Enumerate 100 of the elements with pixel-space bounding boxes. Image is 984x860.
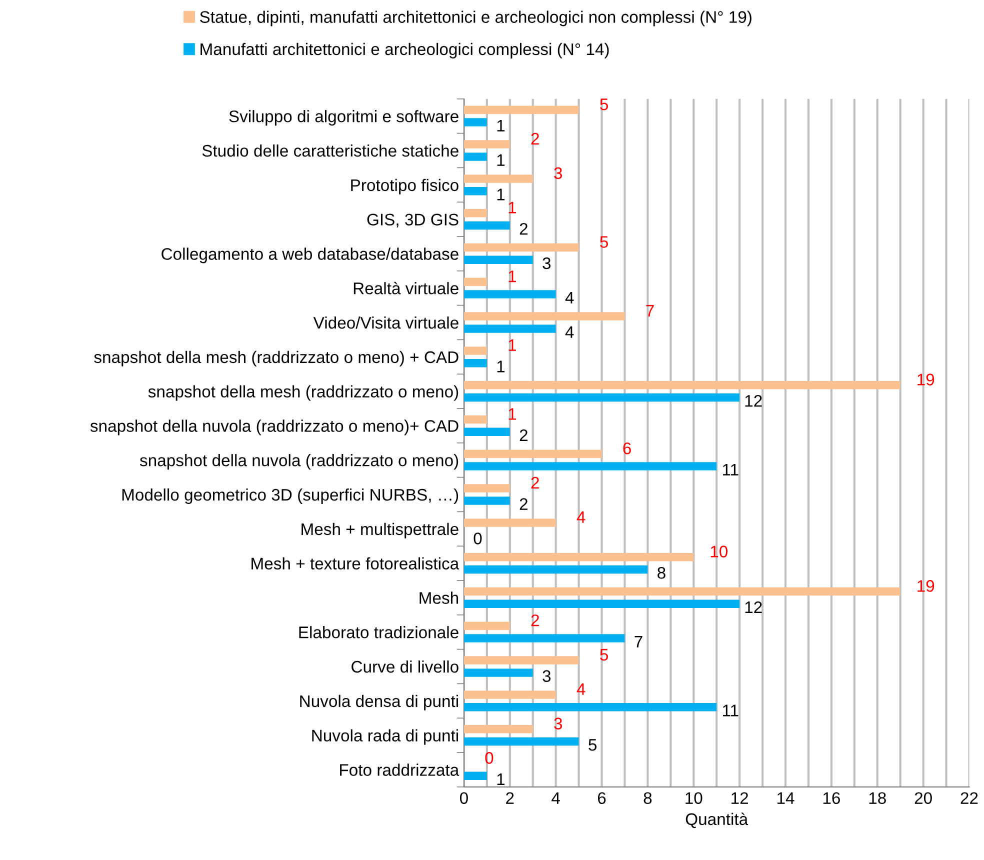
data-label: 4 [576, 511, 586, 523]
data-label: 3 [554, 718, 562, 730]
data-label: 7 [634, 636, 642, 648]
bar [464, 450, 602, 458]
x-tick-label: 4 [552, 792, 560, 804]
y-tick-label: Prototipo fisico [351, 178, 458, 194]
data-label: 5 [600, 649, 608, 661]
bar [464, 346, 487, 355]
y-tick-label: Mesh + multispettrale [302, 522, 458, 538]
bar [464, 634, 625, 642]
legend-label: Manufatti architettonici e archeologici complessi (N° 14) [200, 42, 609, 58]
data-label: 2 [520, 429, 528, 442]
bar [464, 358, 487, 368]
bar [464, 174, 533, 183]
y-tick-label: Mesh [420, 592, 458, 604]
data-label: 5 [600, 98, 608, 110]
data-label: 8 [658, 566, 666, 579]
data-label: 1 [497, 360, 505, 372]
x-tick-label: 18 [869, 792, 886, 804]
y-tick-label: Elaborato tradizionale [299, 626, 458, 638]
x-tick-label: 16 [823, 792, 840, 804]
y-tick-label: Realtà virtuale [354, 282, 458, 294]
bar [464, 140, 510, 148]
y-tick-label: Studio delle caratteristiche statiche [202, 144, 458, 157]
data-label: 1 [497, 774, 505, 786]
bar [464, 118, 487, 126]
y-tick-label: Curve di livello [352, 660, 458, 673]
x-tick-label: 8 [644, 792, 652, 804]
y-tick-label: Foto raddrizzata [340, 764, 460, 776]
data-label: 1 [508, 202, 516, 214]
data-label: 19 [918, 374, 934, 386]
y-tick-label: Collegamento a web database/database [162, 248, 458, 264]
bar [464, 256, 533, 264]
bar [464, 552, 694, 562]
data-label: 4 [576, 683, 586, 695]
y-tick-label: snapshot della mesh (raddrizzato o meno) [148, 385, 458, 401]
bar [464, 208, 487, 218]
data-label: 3 [542, 670, 551, 682]
y-tick-label: Sviluppo di algoritmi e software [229, 110, 458, 126]
data-label: 2 [520, 498, 528, 510]
y-tick-label: Modello geometrico 3D (superfici NURBS, …) [122, 488, 458, 504]
bar [464, 290, 556, 298]
y-tick-label: snapshot della nuvola (raddrizzato o meno) [140, 454, 458, 470]
data-label: 6 [623, 442, 631, 454]
bar [464, 380, 900, 390]
data-label: 5 [588, 739, 597, 751]
bar [464, 772, 487, 780]
bar [464, 428, 510, 436]
data-label: 3 [554, 167, 562, 180]
data-label: 12 [745, 394, 762, 407]
x-tick-label: 12 [732, 792, 748, 804]
data-label: 10 [710, 546, 728, 558]
data-label: 0 [474, 532, 482, 544]
bar [464, 587, 900, 596]
data-label: 3 [542, 257, 551, 270]
bar [464, 668, 533, 677]
bar [464, 324, 556, 333]
bar [464, 702, 717, 712]
y-tick-label: Mesh + texture fotorealistica [252, 557, 460, 570]
bar [464, 278, 487, 286]
bar [464, 484, 510, 492]
bar [464, 462, 717, 470]
bar [464, 518, 556, 527]
data-label: 12 [745, 601, 762, 614]
data-label: 2 [531, 476, 539, 488]
x-tick-label: 6 [598, 792, 606, 804]
x-tick-label: 2 [506, 792, 514, 804]
x-tick-label: 10 [686, 792, 702, 804]
bar [464, 690, 556, 699]
bar [464, 243, 579, 252]
y-tick-label: Nuvola rada di punti [312, 729, 458, 745]
y-tick-label: GIS, 3D GIS [367, 214, 458, 228]
y-tick-label: snapshot della mesh (raddrizzato o meno) + CAD [94, 350, 458, 366]
bar [464, 724, 533, 734]
data-label: 1 [508, 270, 516, 282]
bar [464, 106, 579, 114]
x-tick-label: 22 [960, 792, 978, 804]
data-label: 2 [531, 614, 539, 626]
data-label: 1 [508, 408, 516, 420]
bar [464, 393, 740, 402]
data-label: 11 [722, 464, 738, 476]
data-label: 1 [497, 120, 505, 132]
y-tick-label: Video/Visita virtuale [313, 316, 458, 329]
bar [464, 565, 648, 574]
data-label: 7 [646, 305, 654, 316]
data-label: 2 [531, 132, 539, 144]
x-tick-label: 20 [914, 792, 932, 804]
bar [464, 656, 579, 664]
bar [464, 186, 487, 196]
bar [464, 737, 579, 746]
y-tick-label: Nuvola densa di punti [300, 694, 458, 710]
data-label: 4 [565, 326, 574, 338]
x-tick-label: 14 [778, 792, 794, 804]
data-label: 5 [600, 236, 608, 248]
data-label: 4 [565, 292, 574, 304]
y-tick-label: snapshot della nuvola (raddrizzato o meno)+ CAD [90, 420, 458, 436]
x-tick-label: 0 [460, 792, 468, 804]
bar [464, 415, 487, 424]
data-label: 2 [520, 222, 528, 235]
bar [464, 152, 487, 161]
